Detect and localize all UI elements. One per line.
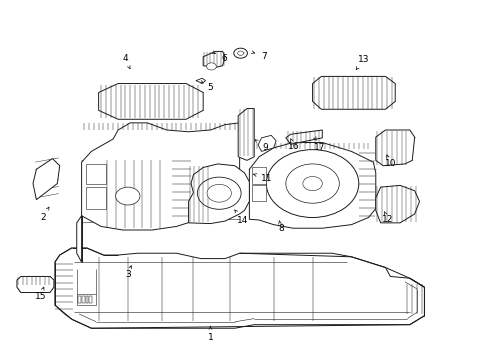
- Circle shape: [206, 184, 231, 202]
- Polygon shape: [17, 276, 54, 293]
- Polygon shape: [203, 51, 224, 67]
- Text: 15: 15: [35, 292, 46, 301]
- Circle shape: [266, 150, 358, 217]
- Circle shape: [285, 164, 339, 203]
- Text: 14: 14: [236, 216, 248, 225]
- Polygon shape: [249, 143, 375, 228]
- Polygon shape: [188, 164, 249, 224]
- Text: 2: 2: [40, 213, 45, 222]
- Polygon shape: [33, 158, 60, 200]
- Polygon shape: [89, 296, 92, 303]
- Text: 9: 9: [262, 143, 268, 152]
- Text: 5: 5: [207, 83, 213, 92]
- Circle shape: [197, 177, 241, 209]
- Text: 4: 4: [122, 54, 128, 63]
- Text: 7: 7: [261, 51, 266, 60]
- Polygon shape: [55, 248, 424, 328]
- Polygon shape: [77, 123, 249, 262]
- Text: 13: 13: [357, 55, 368, 64]
- Text: 16: 16: [288, 142, 299, 151]
- Text: 8: 8: [278, 224, 283, 233]
- Polygon shape: [86, 187, 106, 208]
- Text: 17: 17: [313, 143, 325, 152]
- Polygon shape: [375, 185, 419, 223]
- Text: 1: 1: [207, 333, 213, 342]
- Text: 6: 6: [221, 54, 226, 63]
- Polygon shape: [85, 296, 88, 303]
- Polygon shape: [251, 185, 266, 202]
- Circle shape: [116, 187, 140, 205]
- Polygon shape: [238, 109, 254, 160]
- Polygon shape: [99, 84, 203, 119]
- Polygon shape: [228, 178, 249, 207]
- Text: 3: 3: [124, 270, 130, 279]
- Polygon shape: [258, 135, 276, 152]
- Text: 10: 10: [384, 159, 395, 168]
- Circle shape: [237, 51, 243, 55]
- Circle shape: [302, 176, 322, 191]
- Text: 11: 11: [260, 174, 272, 183]
- Polygon shape: [312, 76, 394, 109]
- Polygon shape: [86, 164, 106, 184]
- Polygon shape: [285, 130, 322, 144]
- Polygon shape: [78, 296, 81, 303]
- Polygon shape: [196, 78, 205, 83]
- Polygon shape: [81, 296, 84, 303]
- Circle shape: [206, 63, 216, 70]
- Polygon shape: [251, 167, 266, 184]
- Polygon shape: [375, 130, 414, 166]
- Text: 12: 12: [382, 215, 393, 224]
